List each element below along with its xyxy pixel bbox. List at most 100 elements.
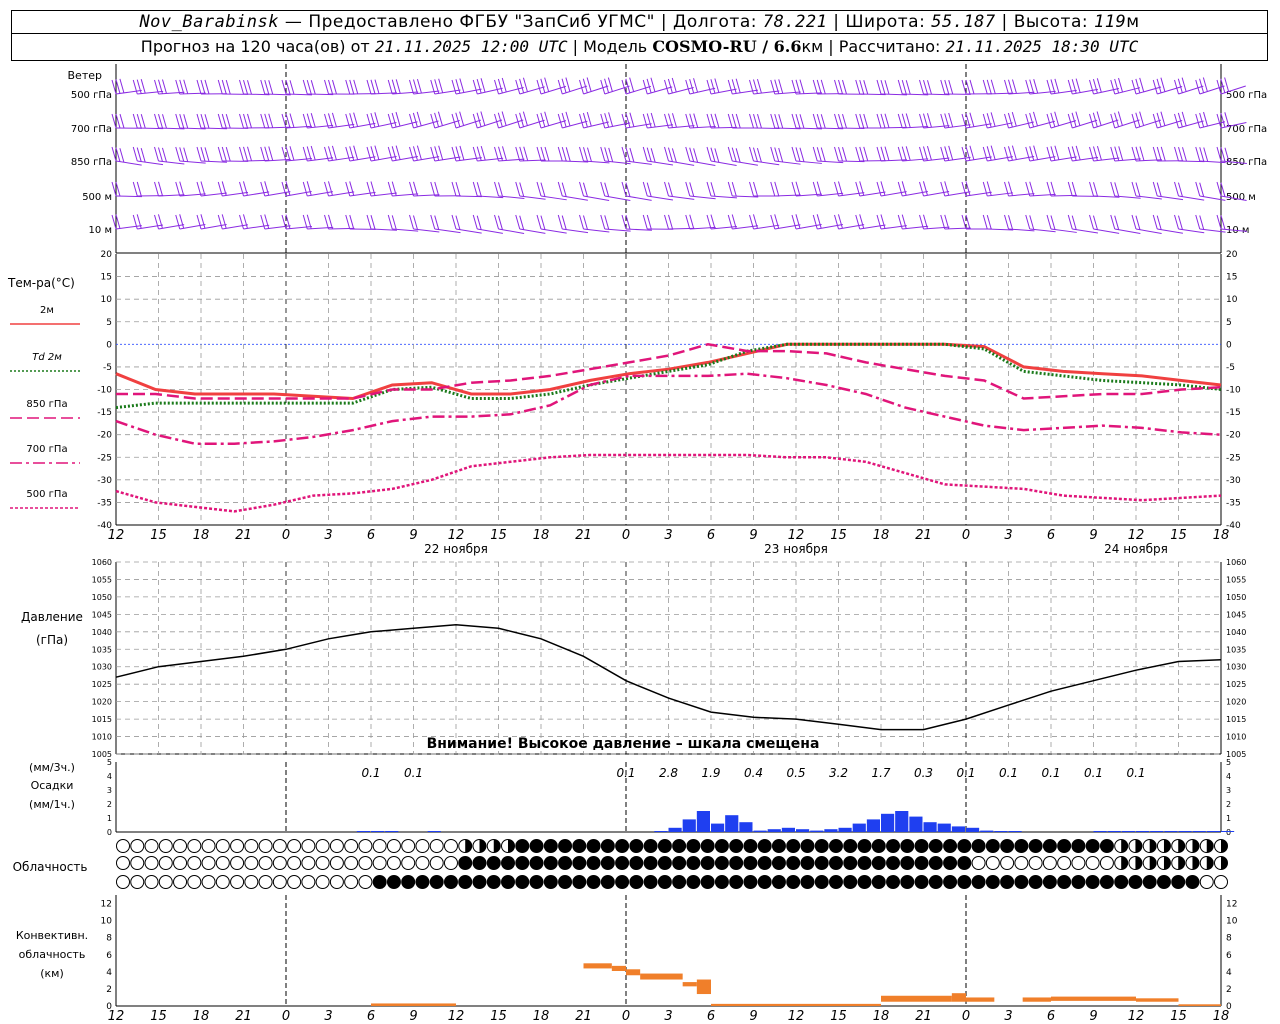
cloud-cover-circle	[187, 875, 202, 889]
cloud-cover-circle	[900, 856, 915, 870]
wind-barb-flag	[710, 147, 716, 162]
wind-barb-flag	[225, 146, 231, 162]
wind-barb-shaft	[880, 225, 907, 230]
cloud-cover-circle	[714, 875, 729, 889]
cloud-cover-circle	[600, 875, 615, 889]
wind-barb-flag	[842, 114, 847, 129]
conv-hour-label: 0	[622, 1009, 630, 1024]
wind-barb-flag	[923, 113, 928, 128]
wind-barb-flag	[536, 113, 542, 129]
conv-tick-label-right: 6	[1226, 951, 1232, 961]
wind-barb-flag	[434, 112, 440, 127]
precip-tick-label-right: 3	[1226, 786, 1231, 795]
cloud-cover-circle	[1156, 875, 1171, 889]
wind-barb-flag	[136, 147, 142, 162]
wind-barb-flag	[416, 111, 422, 126]
cloud-cover-circle	[971, 875, 986, 889]
wind-barb-flag	[778, 79, 784, 94]
cloud-cover-circle	[130, 856, 145, 870]
wind-barb-flag	[990, 145, 996, 160]
wind-barb-shaft	[795, 224, 822, 230]
precip-tick-label: 1	[107, 814, 112, 823]
cloud-cover-circle	[443, 856, 458, 870]
wind-barb-flag	[586, 77, 592, 92]
wind-barb-flag	[646, 182, 652, 197]
wind-barb-flag	[948, 112, 954, 128]
wind-barb-shaft	[838, 192, 865, 197]
wind-barb-flag	[735, 113, 741, 129]
wind-barb-flag	[370, 146, 376, 161]
wind-barb-flag	[1110, 79, 1116, 95]
cloud-cover-circle	[686, 875, 701, 889]
conv-tick-label-right: 0	[1226, 1002, 1232, 1012]
wind-barb-flag	[1033, 79, 1039, 94]
wind-barb-flag	[557, 214, 563, 230]
cloud-cover-circle	[358, 856, 373, 870]
wind-barb-flag	[671, 148, 677, 163]
wind-barb-flag	[714, 148, 720, 163]
cloud-cover-circle	[472, 856, 487, 870]
cloud-cover-circle	[771, 856, 786, 870]
wind-barb-flag	[200, 214, 206, 229]
wind-barb-shaft	[753, 224, 780, 230]
wind-barb-flag	[685, 214, 691, 230]
wind-barb-shaft	[1050, 228, 1077, 233]
wind-barb-flag	[561, 147, 567, 162]
wind-barb-flag	[685, 79, 691, 95]
cloud-cover-circle	[515, 839, 530, 853]
wind-barb-flag	[774, 214, 780, 229]
cloud-cover-circle	[1142, 875, 1157, 889]
wind-barb-flag	[753, 181, 758, 197]
cloud-cover-circle	[1085, 875, 1100, 889]
cloud-cover-circle	[700, 839, 715, 853]
cloud-cover-circle	[458, 875, 473, 889]
wind-barb-flag	[1075, 111, 1081, 126]
precip-bar	[838, 827, 852, 832]
wind-barb-flag	[162, 114, 167, 129]
cloud-cover-half	[1149, 839, 1157, 853]
wind-barb-flag	[668, 113, 673, 128]
conv-tick-label: 6	[106, 951, 112, 961]
wind-barb-flag	[494, 214, 499, 230]
wind-barb-flag	[646, 214, 652, 230]
cloud-cover-circle	[372, 856, 387, 870]
cloud-cover-circle	[258, 839, 273, 853]
wind-barb-shaft	[455, 157, 482, 162]
wind-barb-flag	[239, 181, 244, 197]
wind-barb-flag	[1156, 78, 1162, 93]
wind-barb-shaft	[732, 89, 759, 95]
pressure-tick-label-right: 1030	[1226, 663, 1246, 672]
wind-barb-shaft	[370, 192, 397, 197]
wind-barb-flag	[905, 113, 911, 128]
cloud-cover-circle	[558, 856, 573, 870]
wind-barb-shaft	[987, 156, 1013, 162]
cloud-cover-half	[465, 839, 472, 853]
wind-barb-shaft	[200, 224, 227, 230]
wind-barb-flag	[837, 181, 843, 196]
temp-legend-label: 500 гПа	[26, 489, 67, 500]
wind-barb-shaft	[817, 160, 844, 164]
wind-barb-flag	[948, 79, 954, 95]
wind-barb-flag	[136, 181, 142, 197]
wind-barb-flag	[472, 79, 478, 95]
temp-hour-label: 0	[622, 528, 630, 543]
cloud-cover-circle	[272, 875, 287, 889]
wind-barb-flag	[217, 214, 223, 230]
wind-barb-flag	[1004, 181, 1009, 197]
cloud-cover-circle	[1042, 839, 1057, 853]
wind-barb-flag	[961, 113, 967, 129]
wind-barb-flag	[1110, 113, 1116, 129]
cloud-cover-circle	[957, 856, 972, 870]
conv-hour-label: 18	[1213, 1009, 1230, 1024]
conv-hour-label: 21	[235, 1009, 252, 1024]
wind-barb-flag	[727, 113, 733, 129]
wind-barb-flag	[302, 113, 308, 129]
conv-title: Конвективн.	[16, 929, 88, 942]
cloud-cover-circle	[714, 839, 729, 853]
cloud-cover-circle	[515, 856, 530, 870]
wind-barb-flag	[242, 214, 248, 229]
wind-barb-flag	[982, 79, 988, 95]
wind-barb-flag	[664, 113, 669, 129]
wind-barb-flag	[897, 214, 903, 230]
wind-barb-flag	[455, 146, 461, 161]
